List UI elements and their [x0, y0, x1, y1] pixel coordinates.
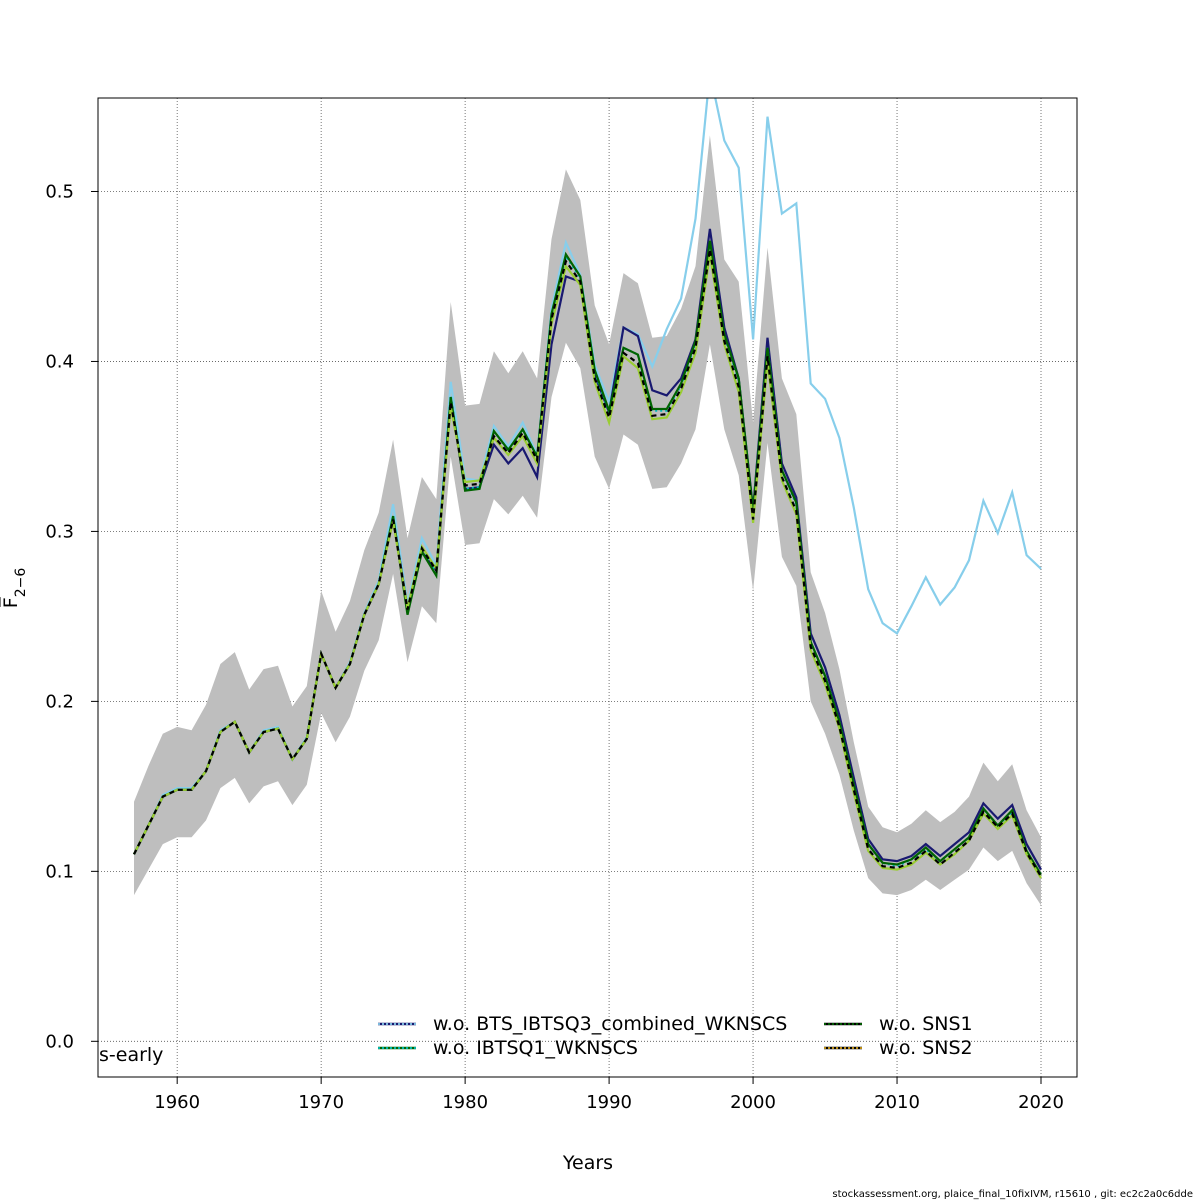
- legend-label: w.o. SNS2: [879, 1037, 973, 1059]
- y-tick-label: 0.2: [45, 691, 74, 712]
- legend-entry-2: w.o. IBTSQ1_WKNSCS: [378, 1037, 638, 1059]
- legend-entry-3: w.o. SNS1: [824, 1013, 973, 1035]
- x-axis-title: Years: [562, 1152, 613, 1174]
- footer-note: stockassessment.org, plaice_final_10fixI…: [832, 1189, 1193, 1200]
- legend-label: w.o. BTS_IBTSQ3_combined_WKNSCS: [433, 1013, 787, 1035]
- y-axis-title-sub: 2−6: [13, 568, 29, 598]
- y-tick-label: 0.5: [45, 181, 74, 202]
- x-tick-label: 1990: [586, 1092, 632, 1113]
- confidence-band-area: [134, 135, 1041, 906]
- x-tick-label: 1980: [442, 1092, 488, 1113]
- y-tick-label: 0.0: [45, 1031, 74, 1052]
- x-tick-label: 2000: [730, 1092, 776, 1113]
- x-tick-label: 1960: [154, 1092, 200, 1113]
- legend-entry-1: w.o. BTS_IBTSQ3_combined_WKNSCS: [378, 1013, 787, 1035]
- y-axis-title: F̅2−6: [0, 568, 29, 609]
- plot-frame: [97, 97, 1078, 1078]
- y-tick-label: 0.1: [45, 861, 74, 882]
- x-tick-label: 2020: [1018, 1092, 1064, 1113]
- axes: 1960 1970 1980 1990 2000 2010 2020 0.0 0.1 0.2 0.3…: [45, 181, 1064, 1113]
- legend-label: w.o. SNS1: [879, 1013, 973, 1035]
- x-tick-label: 1970: [298, 1092, 344, 1113]
- x-tick-label: 2010: [874, 1092, 920, 1113]
- corner-label: s-early: [99, 1044, 163, 1066]
- svg-text:F̅2−6: F̅2−6: [0, 568, 29, 609]
- series-lines: [133, 98, 1042, 879]
- legend-entry-4: w.o. SNS2: [824, 1037, 973, 1059]
- confidence-band: [134, 135, 1041, 906]
- y-tick-label: 0.4: [45, 351, 74, 372]
- y-tick-label: 0.3: [45, 521, 74, 542]
- legend-label: w.o. IBTSQ1_WKNSCS: [433, 1037, 638, 1059]
- y-axis-title-main: F̅: [0, 596, 22, 608]
